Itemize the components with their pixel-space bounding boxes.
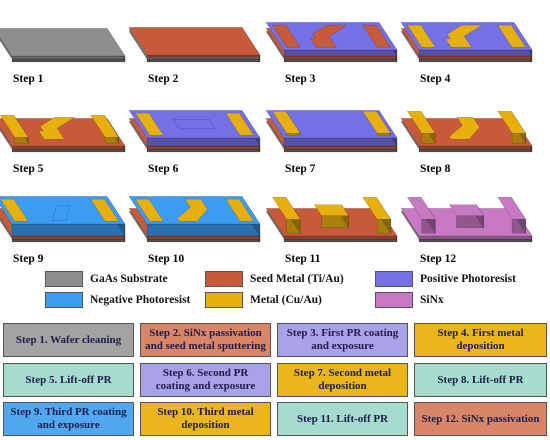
- wafer-step-8: [400, 110, 533, 153]
- process-box-step-3: Step 3. First PR coating and exposure: [277, 323, 408, 357]
- wafer-step-10: [128, 196, 261, 243]
- process-box-step-2: Step 2. SiNx passivation and seed metal …: [140, 323, 271, 357]
- process-box-step-9: Step 9. Third PR coating and exposure: [3, 402, 134, 436]
- wafer-step-11: [265, 196, 398, 243]
- step-label: Step 7: [285, 163, 316, 175]
- legend-swatch-sinx: [375, 292, 413, 308]
- step-label: Step 11: [285, 253, 321, 265]
- legend-swatch-gaas: [45, 271, 83, 287]
- wafer-step-1: [0, 28, 126, 63]
- wafer-step-7: [265, 110, 398, 153]
- legend-swatch-positive-pr: [375, 271, 413, 287]
- wafer-step-9: [0, 196, 126, 243]
- step-label: Step 3: [285, 73, 316, 85]
- process-box-step-5: Step 5. Lift-off PR: [3, 363, 134, 397]
- step-label: Step 2: [148, 73, 179, 85]
- wafer-step-3: [265, 22, 398, 63]
- step-label: Step 10: [148, 253, 185, 265]
- step-label: Step 1: [13, 73, 44, 85]
- process-box-step-8: Step 8. Lift-off PR: [414, 363, 547, 397]
- step-label: Step 9: [13, 253, 44, 265]
- legend-label: Seed Metal (Ti/Au): [250, 273, 344, 285]
- legend-label: Negative Photoresist: [90, 294, 191, 306]
- wafer-step-5: [0, 114, 126, 153]
- step-label: Step 5: [13, 163, 44, 175]
- legend-label: SiNx: [420, 294, 444, 306]
- legend-swatch-seed: [205, 271, 243, 287]
- step-label: Step 8: [420, 163, 451, 175]
- process-box-step-6: Step 6. Second PR coating and exposure: [140, 363, 271, 397]
- wafer-step-6: [128, 110, 261, 153]
- wafer-step-4: [400, 22, 533, 63]
- step-label: Step 6: [148, 163, 179, 175]
- legend-label: Positive Photoresist: [420, 273, 516, 285]
- process-box-step-10: Step 10. Third metal deposition: [140, 402, 271, 436]
- process-box-step-12: Step 12. SiNx passivation: [414, 402, 547, 436]
- legend-swatch-metal: [205, 292, 243, 308]
- wafer-step-12: [400, 196, 533, 243]
- step-label: Step 4: [420, 73, 451, 85]
- process-box-step-11: Step 11. Lift-off PR: [277, 402, 408, 436]
- wafer-step-2: [128, 27, 261, 63]
- legend-swatch-negative-pr: [45, 292, 83, 308]
- process-box-step-1: Step 1. Wafer cleaning: [3, 323, 134, 357]
- process-box-step-4: Step 4. First metal deposition: [414, 323, 547, 357]
- step-label: Step 12: [420, 253, 457, 265]
- legend-label: Metal (Cu/Au): [250, 294, 322, 306]
- legend-label: GaAs Substrate: [90, 273, 168, 285]
- process-box-step-7: Step 7. Second metal deposition: [277, 363, 408, 397]
